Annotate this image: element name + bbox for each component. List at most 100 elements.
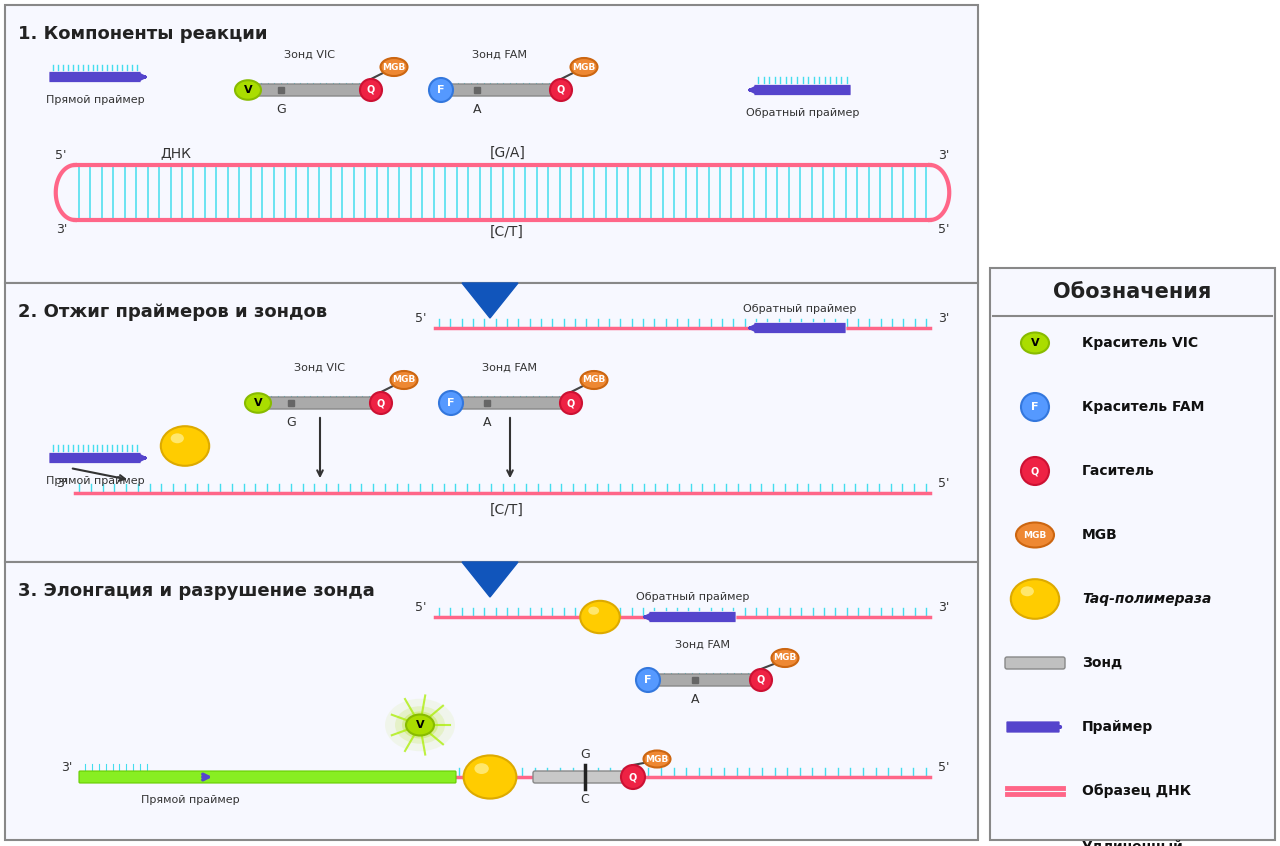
Text: Обратный праймер: Обратный праймер: [744, 304, 856, 314]
Ellipse shape: [390, 371, 417, 389]
Text: Обратный праймер: Обратный праймер: [746, 108, 859, 118]
Ellipse shape: [1020, 586, 1034, 596]
Ellipse shape: [772, 649, 799, 667]
Ellipse shape: [385, 699, 454, 751]
Text: Прямой праймер: Прямой праймер: [46, 95, 145, 105]
Bar: [5, 5, 978, 283]
Text: A: A: [483, 416, 492, 429]
Text: ДНК: ДНК: [160, 146, 191, 160]
Text: Q: Q: [557, 85, 566, 95]
Text: C: C: [581, 793, 589, 806]
Text: F: F: [438, 85, 444, 95]
Text: MGB: MGB: [1082, 528, 1117, 542]
Ellipse shape: [406, 715, 434, 735]
Text: Прямой праймер: Прямой праймер: [46, 476, 145, 486]
Text: Обратный праймер: Обратный праймер: [636, 592, 749, 602]
Text: Зонд FAM: Зонд FAM: [675, 640, 730, 650]
Text: 3': 3': [55, 477, 67, 490]
Text: 2. Отжиг праймеров и зондов: 2. Отжиг праймеров и зондов: [18, 303, 328, 321]
FancyBboxPatch shape: [253, 397, 387, 409]
FancyBboxPatch shape: [637, 674, 767, 686]
Text: MGB: MGB: [645, 755, 668, 763]
Ellipse shape: [1021, 332, 1050, 354]
Text: [G/A]: [G/A]: [490, 146, 526, 160]
Text: F: F: [447, 398, 454, 408]
FancyBboxPatch shape: [649, 612, 736, 623]
Ellipse shape: [1011, 580, 1060, 618]
Text: Зонд FAM: Зонд FAM: [472, 50, 527, 60]
Text: Обозначения: Обозначения: [1053, 282, 1212, 302]
Text: G: G: [580, 748, 590, 761]
Text: A: A: [472, 103, 481, 116]
Ellipse shape: [589, 607, 599, 615]
Ellipse shape: [750, 669, 772, 691]
Polygon shape: [462, 283, 518, 318]
Ellipse shape: [561, 392, 582, 414]
Text: Зонд VIC: Зонд VIC: [284, 50, 335, 60]
Bar: [989, 268, 1275, 840]
Text: 5': 5': [416, 601, 428, 614]
FancyBboxPatch shape: [532, 771, 637, 783]
Text: G: G: [287, 416, 296, 429]
Text: 5': 5': [938, 761, 950, 774]
Bar: [5, 562, 978, 840]
Text: 3': 3': [938, 601, 950, 614]
Text: Краситель VIC: Краситель VIC: [1082, 336, 1198, 350]
Text: 3': 3': [938, 312, 950, 325]
Text: Праймер: Праймер: [1082, 720, 1153, 734]
FancyBboxPatch shape: [243, 84, 378, 96]
Ellipse shape: [621, 765, 645, 789]
Ellipse shape: [161, 426, 209, 466]
FancyBboxPatch shape: [79, 771, 456, 783]
Ellipse shape: [236, 80, 261, 100]
Text: Q: Q: [756, 675, 765, 685]
Ellipse shape: [580, 601, 620, 633]
Text: Зонд VIC: Зонд VIC: [294, 363, 346, 373]
Text: V: V: [253, 398, 262, 408]
Text: 3': 3': [938, 149, 950, 162]
Ellipse shape: [1016, 523, 1053, 547]
FancyBboxPatch shape: [754, 322, 846, 333]
Ellipse shape: [571, 58, 598, 76]
Text: 5': 5': [938, 223, 950, 236]
Text: V: V: [243, 85, 252, 95]
Text: Зонд: Зонд: [1082, 656, 1123, 670]
Text: 5': 5': [416, 312, 428, 325]
Ellipse shape: [1021, 393, 1050, 421]
FancyBboxPatch shape: [754, 85, 851, 96]
Text: V: V: [416, 720, 424, 730]
Text: 1. Компоненты реакции: 1. Компоненты реакции: [18, 25, 268, 43]
Text: Q: Q: [1030, 466, 1039, 476]
Text: Q: Q: [628, 772, 637, 782]
Ellipse shape: [370, 392, 392, 414]
Ellipse shape: [170, 433, 184, 443]
Text: 3': 3': [55, 223, 67, 236]
Ellipse shape: [636, 668, 660, 692]
Text: G: G: [276, 103, 285, 116]
Text: Q: Q: [567, 398, 575, 408]
Text: Зонд FAM: Зонд FAM: [483, 363, 538, 373]
Text: 3. Элонгация и разрушение зонда: 3. Элонгация и разрушение зонда: [18, 582, 375, 600]
Ellipse shape: [429, 78, 453, 102]
Bar: [5, 283, 978, 562]
FancyBboxPatch shape: [49, 72, 141, 83]
Ellipse shape: [463, 755, 516, 799]
Text: Удлиненный
праймер: Удлиненный праймер: [1082, 840, 1184, 846]
Ellipse shape: [396, 706, 445, 744]
Ellipse shape: [439, 391, 463, 415]
Polygon shape: [462, 562, 518, 597]
Ellipse shape: [244, 393, 271, 413]
Text: [C/T]: [C/T]: [490, 225, 524, 239]
Ellipse shape: [402, 711, 438, 739]
FancyBboxPatch shape: [443, 397, 577, 409]
Text: MGB: MGB: [773, 653, 796, 662]
Ellipse shape: [360, 79, 381, 101]
FancyBboxPatch shape: [433, 84, 567, 96]
Ellipse shape: [550, 79, 572, 101]
Text: 5': 5': [938, 477, 950, 490]
FancyBboxPatch shape: [1005, 657, 1065, 669]
Text: Гаситель: Гаситель: [1082, 464, 1155, 478]
Ellipse shape: [644, 750, 671, 767]
Text: MGB: MGB: [383, 63, 406, 72]
Text: Q: Q: [367, 85, 375, 95]
